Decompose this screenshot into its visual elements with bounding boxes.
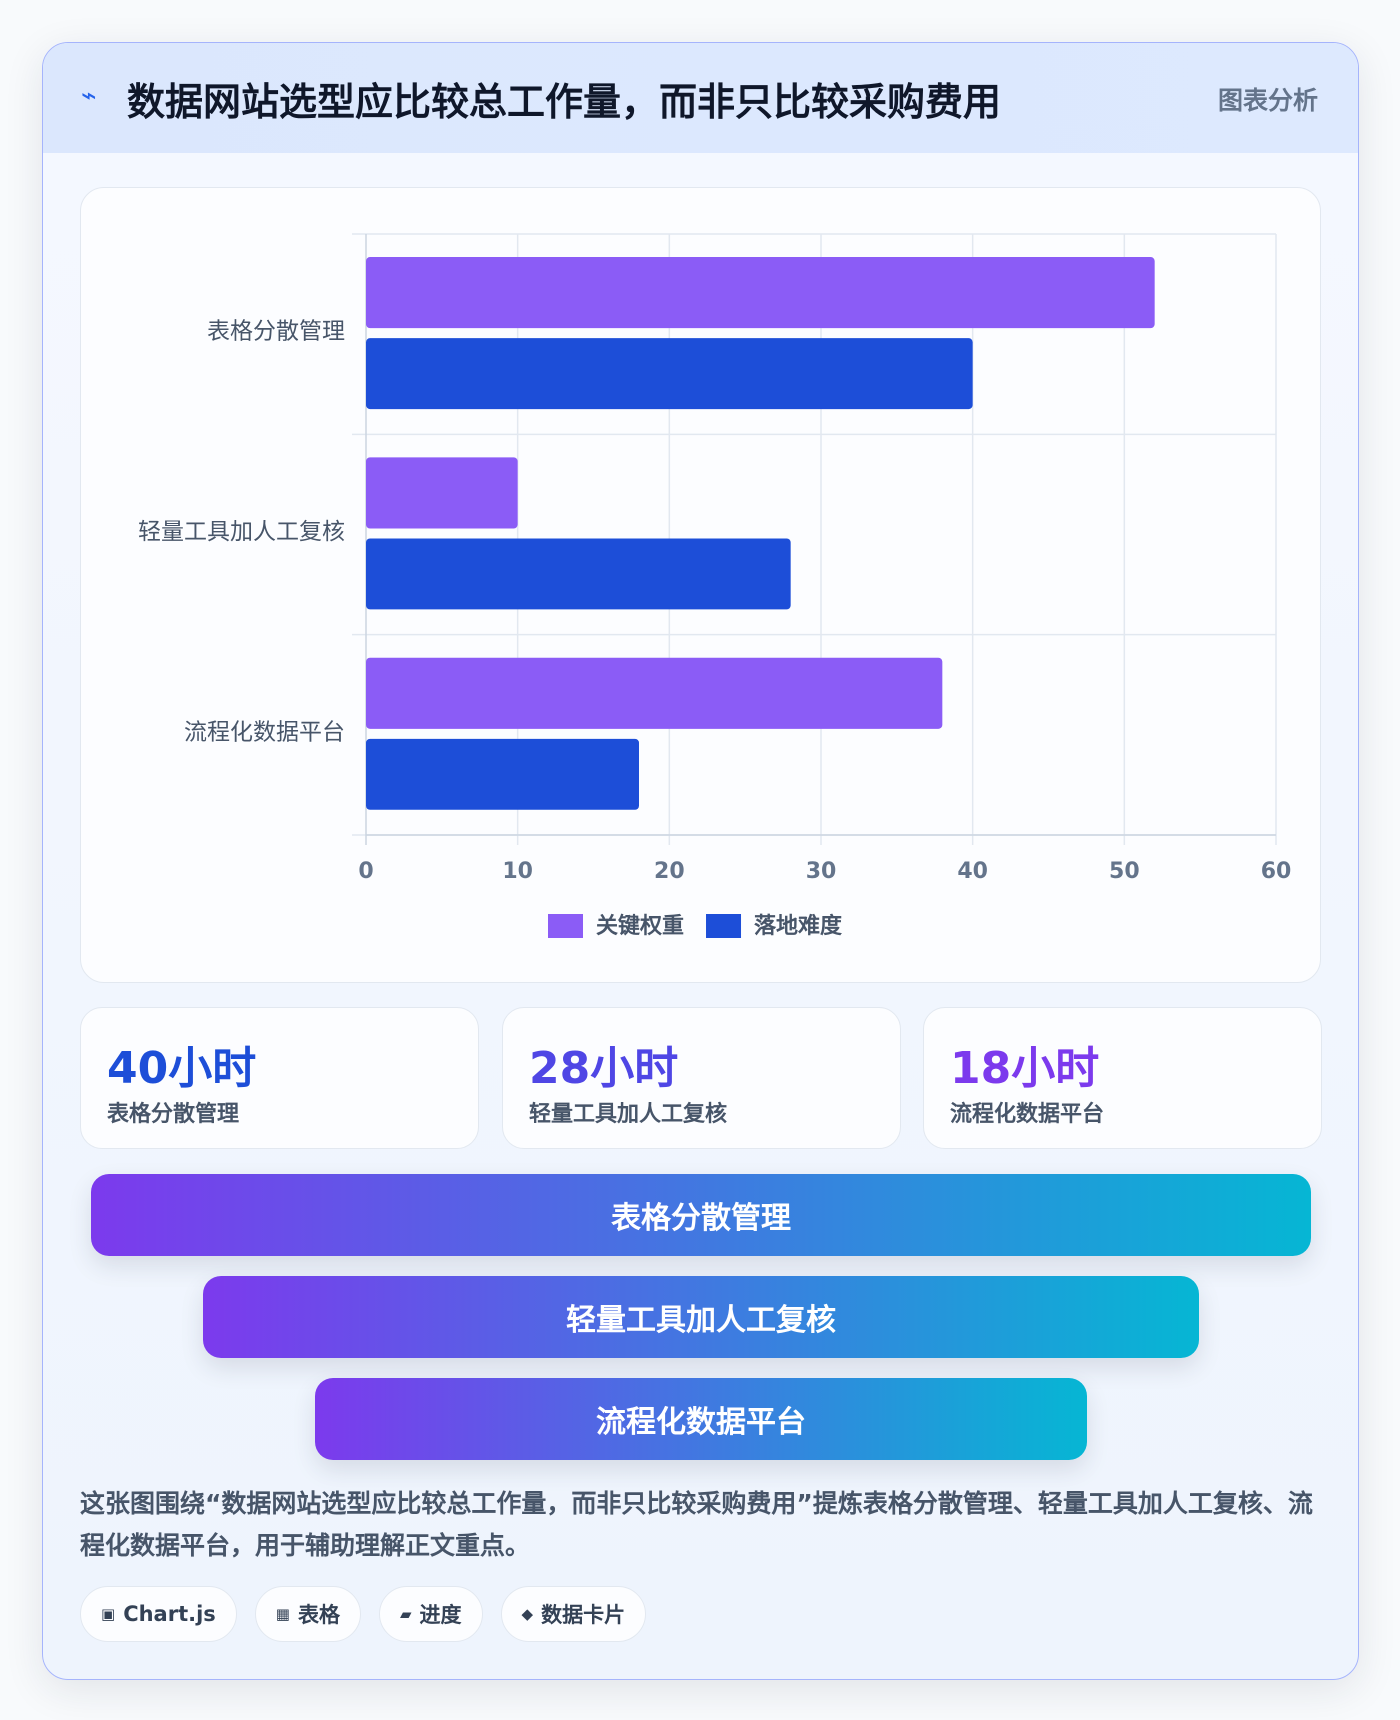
tag: ▦ 表格 — [254, 1586, 361, 1642]
y-tick-label: 表格分散管理 — [207, 319, 345, 345]
legend-label: 关键权重 — [596, 913, 684, 939]
tag-icon: ▣ — [101, 1605, 116, 1623]
tag: ◆ 数据卡片 — [500, 1586, 647, 1642]
x-tick-label: 10 — [502, 859, 533, 884]
tags: ▣ Chart.js ▦ 表格 ▰ 进度 ◆ 数据卡片 — [80, 1586, 647, 1642]
y-tick-label: 流程化数据平台 — [184, 719, 345, 745]
legend-label: 落地难度 — [754, 913, 843, 939]
funnel-step: 轻量工具加人工复核 — [203, 1276, 1199, 1358]
stat-card: 18小时流程化数据平台 — [923, 1007, 1322, 1149]
x-tick-label: 40 — [957, 859, 988, 884]
badge: 图表分析 — [1217, 86, 1318, 115]
description: 这张图围绕“数据网站选型应比较总工作量，而非只比较采购费用”提炼表格分散管理、轻… — [80, 1489, 1313, 1560]
bar — [366, 657, 943, 729]
card: ⌁ 数据网站选型应比较总工作量，而非只比较采购费用 图表分析 0 10 20 30 40… — [42, 42, 1359, 1680]
tag-label: 表格 — [297, 1603, 340, 1627]
stat-label: 流程化数据平台 — [950, 1102, 1105, 1127]
tag-icon: ▦ — [275, 1605, 290, 1623]
stat-value: 40小时 — [107, 1043, 257, 1094]
tag-icon: ◆ — [521, 1605, 534, 1623]
x-tick-label: 50 — [1109, 859, 1140, 884]
y-tick-label: 轻量工具加人工复核 — [138, 519, 345, 545]
chart-panel: 0 10 20 30 40 50 60 表格分散管理轻量工具加人工复核流程化数据平台关键权重 落… — [80, 187, 1321, 983]
bar — [366, 538, 791, 610]
legend-swatch — [706, 914, 742, 938]
stat-label: 轻量工具加人工复核 — [529, 1102, 728, 1127]
x-tick-label: 0 — [358, 859, 373, 884]
stat-label: 表格分散管理 — [107, 1102, 240, 1127]
bar — [366, 738, 639, 810]
x-tick-label: 60 — [1261, 859, 1292, 884]
stat-value: 18小时 — [950, 1043, 1100, 1094]
stat-card: 40小时表格分散管理 — [80, 1007, 479, 1149]
tag-label: 数据卡片 — [541, 1603, 626, 1627]
tag-label: Chart.js — [123, 1602, 216, 1626]
header: ⌁ 数据网站选型应比较总工作量，而非只比较采购费用 图表分析 — [43, 43, 1358, 153]
x-tick-label: 30 — [806, 859, 837, 884]
bar — [366, 338, 973, 410]
stat-card: 28小时轻量工具加人工复核 — [502, 1007, 901, 1149]
legend-swatch — [548, 914, 583, 938]
tag-icon: ▰ — [399, 1605, 412, 1623]
bar — [366, 257, 1155, 329]
bar — [366, 457, 518, 529]
tag-label: 进度 — [419, 1603, 462, 1627]
stat-value: 28小时 — [529, 1043, 679, 1094]
tag: ▰ 进度 — [378, 1586, 483, 1642]
title: 数据网站选型应比较总工作量，而非只比较采购费用 — [127, 80, 1002, 124]
x-tick-label: 20 — [654, 859, 685, 884]
funnel-step: 流程化数据平台 — [315, 1378, 1087, 1460]
funnel-step: 表格分散管理 — [91, 1174, 1311, 1256]
header-icon: ⌁ — [81, 81, 97, 111]
tag: ▣ Chart.js — [80, 1586, 237, 1642]
